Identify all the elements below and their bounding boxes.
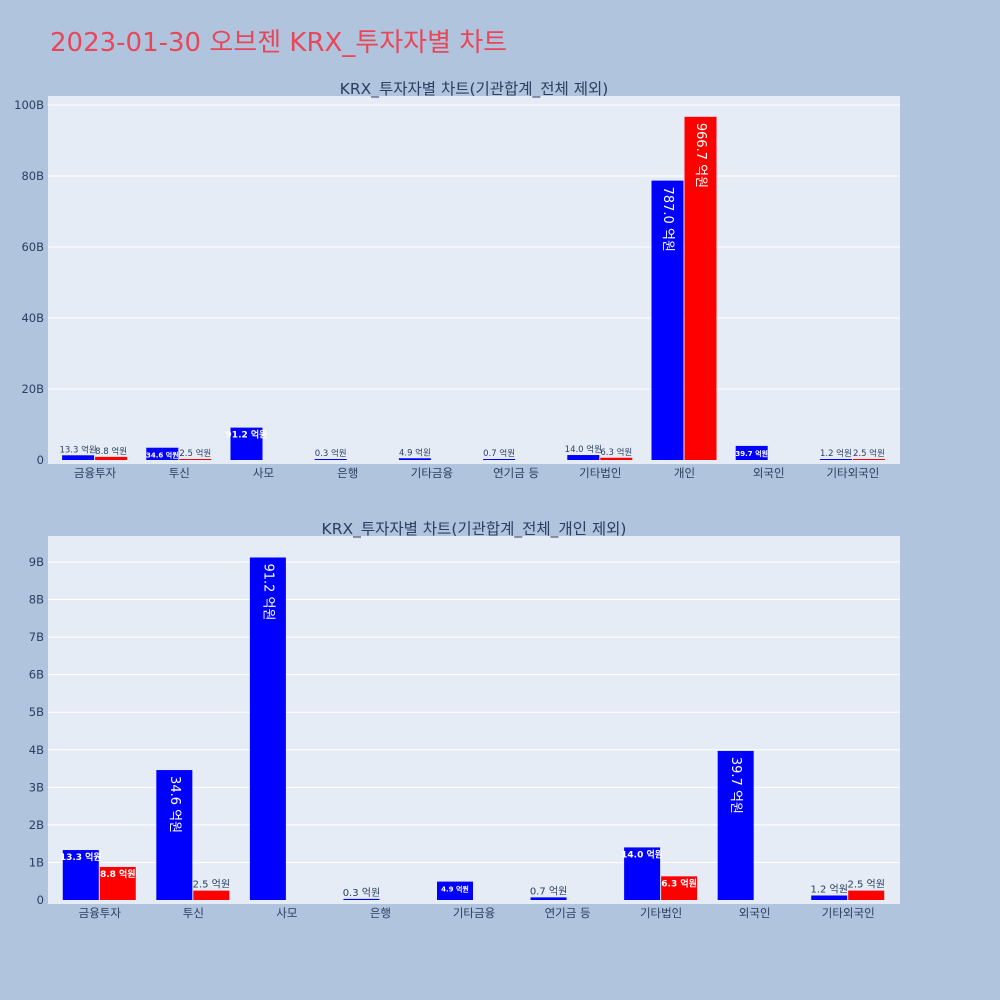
y-tick-label: 2B xyxy=(29,818,44,832)
x-tick-label: 투신 xyxy=(183,906,204,920)
data-label: 0.7 억원 xyxy=(530,885,567,897)
y-tick-label: 4B xyxy=(29,743,44,757)
chart-top: 0 20B 40B 60B 80B 100B KRX_투자자별 차트(기관합계_전체 제외)… xyxy=(14,80,900,480)
y-tick-label: 0 xyxy=(37,453,44,467)
y-tick-label: 0 xyxy=(37,893,44,907)
x-tick-label: 연기금 등 xyxy=(545,906,591,920)
bar xyxy=(820,459,852,460)
y-tick-label: 9B xyxy=(29,555,44,569)
bar xyxy=(95,457,127,460)
data-label: 8.8 억원 xyxy=(95,446,127,457)
x-tick-label: 외국인 xyxy=(739,906,771,920)
data-label: 8.8 억원 xyxy=(100,868,136,880)
bar xyxy=(193,891,229,900)
x-tick-label: 기타금융 xyxy=(411,466,453,480)
y-tick-label: 3B xyxy=(29,780,44,794)
bar xyxy=(853,459,885,460)
bar xyxy=(811,895,847,900)
data-label: 4.9 억원 xyxy=(399,447,431,458)
plot-area xyxy=(48,96,900,464)
bar xyxy=(315,459,347,460)
chart-title: KRX_투자자별 차트(기관합계_전체 제외) xyxy=(340,80,609,99)
x-tick-label: 기타금융 xyxy=(453,906,495,920)
x-tick-label: 사모 xyxy=(253,466,274,480)
y-tick-label: 80B xyxy=(21,169,44,183)
y-tick-label: 20B xyxy=(21,382,44,396)
chart-bottom: 0 1B 2B 3B 4B 5B 6B 7B 8B 9B KRX_투자자별 차트(기관합계_전체_개… xyxy=(29,520,900,920)
bar xyxy=(399,458,431,460)
data-label: 6.3 억원 xyxy=(600,447,632,458)
x-tick-label: 기타법인 xyxy=(579,466,621,480)
data-label: 0.3 억원 xyxy=(343,887,380,899)
data-label: 13.3 억원 xyxy=(60,851,102,863)
x-tick-label: 은행 xyxy=(370,906,391,920)
data-label: 2.5 억원 xyxy=(847,879,884,891)
data-label: 1.2 억원 xyxy=(810,883,847,895)
data-label: 34.6 억원 xyxy=(146,451,179,460)
x-tick-label: 기타외국인 xyxy=(826,466,879,480)
data-label: 13.3 억원 xyxy=(59,444,96,455)
bar xyxy=(62,455,94,460)
x-tick-label: 외국인 xyxy=(753,466,785,480)
x-tick-label: 금융투자 xyxy=(74,466,117,480)
bar xyxy=(531,897,567,900)
data-label: 4.9 억원 xyxy=(441,885,469,894)
data-label: 2.5 억원 xyxy=(853,448,885,459)
x-tick-label: 기타법인 xyxy=(640,906,682,920)
y-tick-label: 7B xyxy=(29,630,44,644)
y-tick-label: 60B xyxy=(21,240,44,254)
x-tick-label: 기타외국인 xyxy=(822,906,875,920)
y-tick-label: 5B xyxy=(29,705,44,719)
bar xyxy=(343,899,379,900)
data-label: 2.5 억원 xyxy=(193,879,230,891)
data-label: 2.5 억원 xyxy=(179,448,211,459)
x-tick-label: 투신 xyxy=(169,466,190,480)
data-label: 91.2 억원 xyxy=(226,429,268,441)
x-tick-label: 개인 xyxy=(674,466,695,480)
data-label: 0.7 억원 xyxy=(483,448,515,459)
x-tick-label: 연기금 등 xyxy=(493,466,539,480)
data-label: 39.7 억원 xyxy=(728,757,743,814)
data-label: 787.0 억원 xyxy=(660,187,675,252)
bar xyxy=(600,458,632,460)
bar xyxy=(483,459,515,460)
y-tick-label: 100B xyxy=(14,98,44,112)
y-tick-label: 8B xyxy=(29,593,44,607)
chart-title: KRX_투자자별 차트(기관합계_전체_개인 제외) xyxy=(322,520,627,539)
data-label: 0.3 억원 xyxy=(315,448,347,459)
data-label: 39.7 억원 xyxy=(735,449,768,458)
data-label: 966.7 억원 xyxy=(693,123,708,188)
y-tick-label: 6B xyxy=(29,668,44,682)
x-tick-label: 사모 xyxy=(276,906,297,920)
data-label: 14.0 억원 xyxy=(565,444,602,455)
data-label: 1.2 억원 xyxy=(820,448,852,459)
y-tick-label: 1B xyxy=(29,855,44,869)
bar xyxy=(848,891,884,900)
x-tick-label: 은행 xyxy=(337,466,358,480)
bar xyxy=(567,455,599,460)
data-label: 6.3 억원 xyxy=(661,877,697,889)
x-tick-label: 금융투자 xyxy=(79,906,122,920)
data-label: 34.6 억원 xyxy=(167,776,182,833)
data-label: 14.0 억원 xyxy=(621,848,663,860)
bar xyxy=(179,459,211,460)
y-tick-label: 40B xyxy=(21,311,44,325)
data-label: 91.2 억원 xyxy=(260,563,275,620)
